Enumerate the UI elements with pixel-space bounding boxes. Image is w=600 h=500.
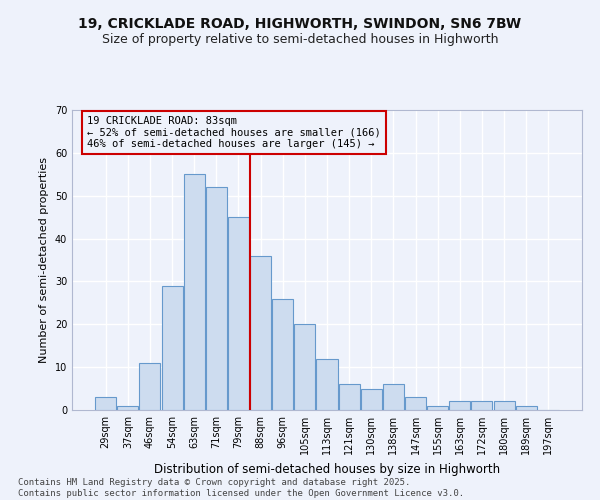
Bar — [383, 384, 404, 410]
Bar — [494, 402, 515, 410]
Bar — [272, 298, 293, 410]
Bar — [338, 384, 359, 410]
Bar — [316, 358, 338, 410]
Bar — [118, 406, 139, 410]
Bar — [295, 324, 316, 410]
Bar — [449, 402, 470, 410]
Bar — [361, 388, 382, 410]
Bar — [161, 286, 182, 410]
Y-axis label: Number of semi-detached properties: Number of semi-detached properties — [39, 157, 49, 363]
Bar — [472, 402, 493, 410]
Bar — [184, 174, 205, 410]
Bar — [515, 406, 536, 410]
Text: 19 CRICKLADE ROAD: 83sqm
← 52% of semi-detached houses are smaller (166)
46% of : 19 CRICKLADE ROAD: 83sqm ← 52% of semi-d… — [88, 116, 381, 149]
Text: Size of property relative to semi-detached houses in Highworth: Size of property relative to semi-detach… — [102, 32, 498, 46]
Text: Contains HM Land Registry data © Crown copyright and database right 2025.
Contai: Contains HM Land Registry data © Crown c… — [18, 478, 464, 498]
Bar — [206, 187, 227, 410]
Bar — [228, 217, 249, 410]
X-axis label: Distribution of semi-detached houses by size in Highworth: Distribution of semi-detached houses by … — [154, 462, 500, 475]
Text: 19, CRICKLADE ROAD, HIGHWORTH, SWINDON, SN6 7BW: 19, CRICKLADE ROAD, HIGHWORTH, SWINDON, … — [79, 18, 521, 32]
Bar — [139, 363, 160, 410]
Bar — [427, 406, 448, 410]
Bar — [405, 397, 426, 410]
Bar — [95, 397, 116, 410]
Bar — [250, 256, 271, 410]
